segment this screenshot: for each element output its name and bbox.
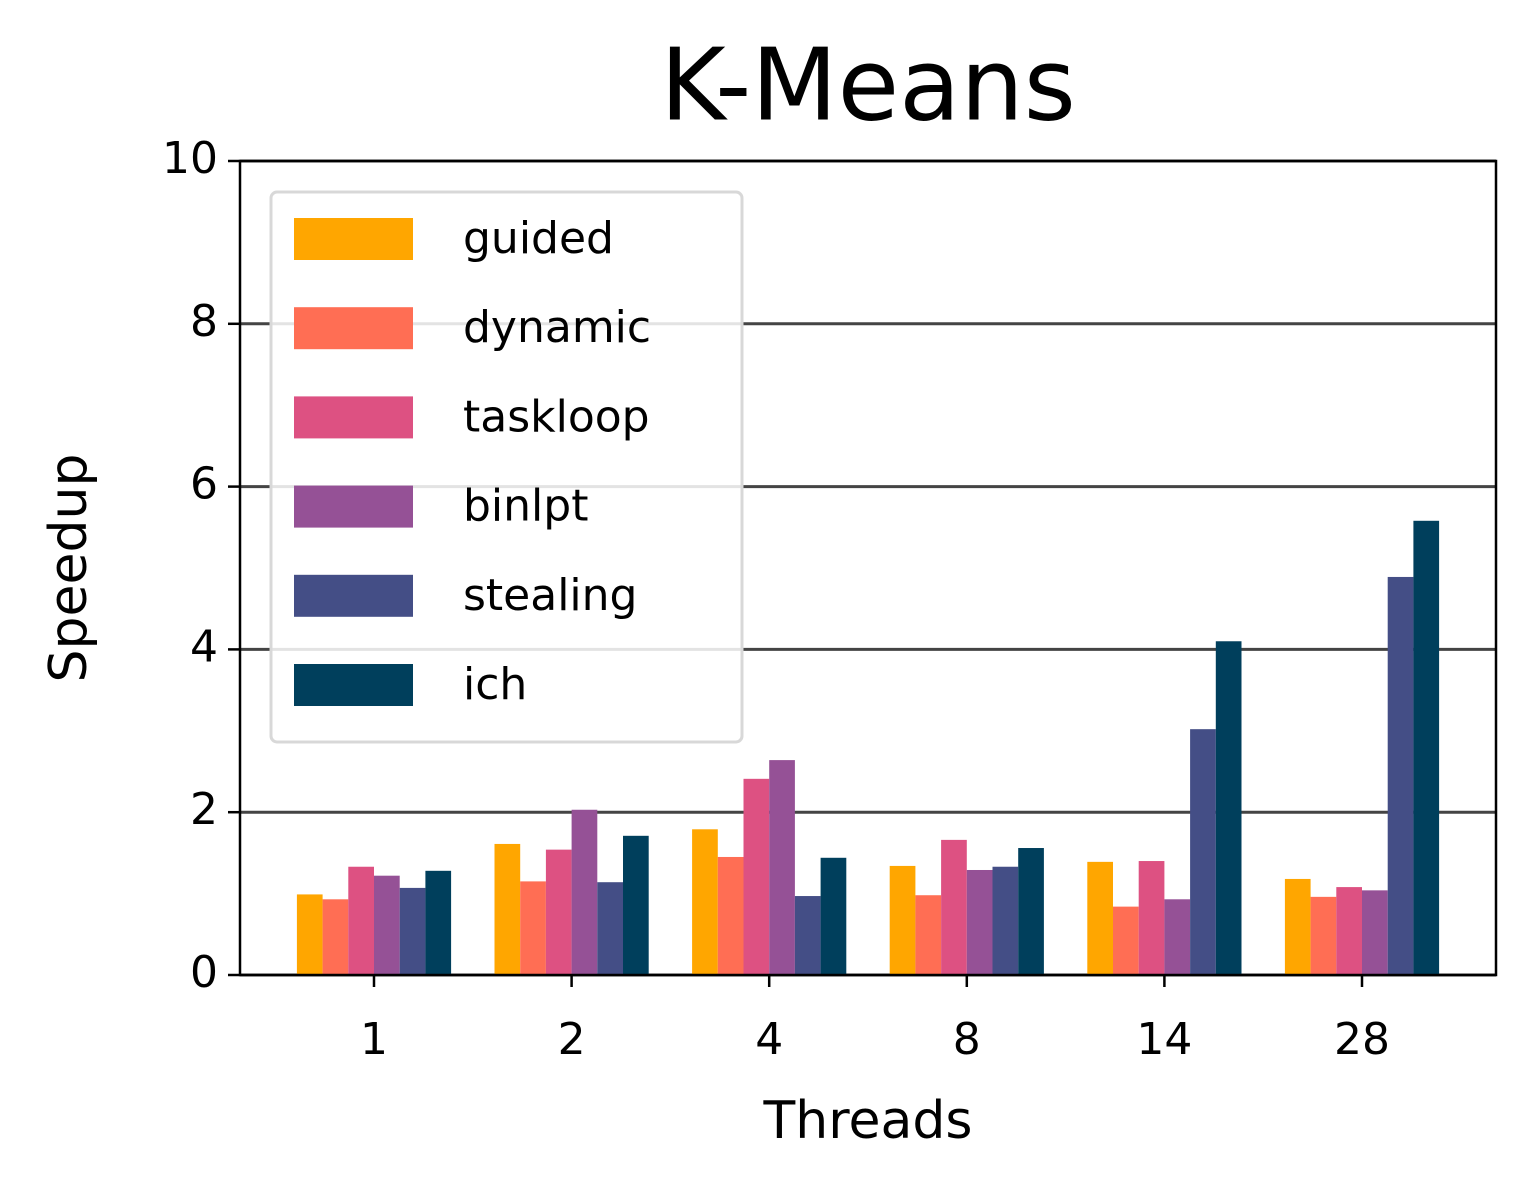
bar (348, 866, 374, 975)
legend-label: taskloop (463, 391, 650, 442)
bar (1138, 861, 1165, 975)
bar (769, 760, 795, 975)
bar (820, 857, 847, 975)
legend-swatch (294, 307, 413, 350)
bar (1284, 878, 1311, 975)
chart-title: K-Means (660, 26, 1076, 143)
legend-label: guided (463, 213, 614, 264)
x-tick-label: 4 (755, 1014, 783, 1065)
legend-swatch (294, 396, 413, 439)
bar (399, 887, 426, 975)
legend-swatch (294, 485, 413, 528)
legend-label: stealing (463, 570, 637, 621)
bar (1336, 887, 1362, 975)
bar (1087, 861, 1113, 975)
x-axis-label: Threads (763, 1091, 973, 1151)
bar (717, 856, 744, 975)
y-tick-label: 2 (190, 784, 218, 835)
bar (322, 899, 349, 975)
legend-swatch (294, 664, 413, 706)
x-tick-label: 28 (1334, 1014, 1390, 1065)
y-tick-label: 0 (190, 947, 218, 998)
legend-swatch (294, 574, 413, 617)
bar (966, 869, 993, 975)
y-tick-label: 4 (190, 621, 218, 672)
plot-frame (238, 159, 1498, 977)
bar (743, 778, 770, 975)
bar (1413, 520, 1440, 975)
bar (571, 809, 598, 975)
bar (494, 843, 521, 975)
bar (520, 881, 546, 975)
x-tick-label: 8 (953, 1014, 981, 1065)
bar (623, 835, 649, 975)
bar (992, 866, 1019, 975)
legend-swatch (294, 218, 413, 260)
bar (1387, 576, 1414, 975)
bar (425, 870, 452, 975)
bar (597, 882, 623, 975)
bar (1362, 890, 1388, 975)
x-tick-label: 14 (1136, 1014, 1192, 1065)
bar (889, 865, 916, 975)
y-axis-label: Speedup (39, 454, 99, 683)
bar (1215, 641, 1242, 975)
bar (1164, 899, 1191, 975)
bar (296, 894, 323, 975)
bar (794, 896, 821, 975)
bar (1018, 848, 1044, 975)
x-tick-label: 2 (558, 1014, 586, 1065)
legend-label: binlpt (463, 481, 588, 532)
bar (915, 895, 942, 975)
legend-label: dynamic (463, 302, 651, 353)
legend-label: ich (463, 659, 527, 710)
y-tick-label: 8 (190, 296, 218, 347)
y-tick-label: 10 (162, 133, 218, 184)
bar (941, 839, 967, 975)
bar (545, 849, 572, 975)
bar (1310, 896, 1337, 975)
bar (1113, 906, 1139, 975)
y-tick-label: 6 (190, 459, 218, 510)
bar (374, 875, 400, 975)
x-tick-label: 1 (360, 1014, 388, 1065)
bar (692, 829, 718, 975)
bar (1190, 729, 1216, 975)
